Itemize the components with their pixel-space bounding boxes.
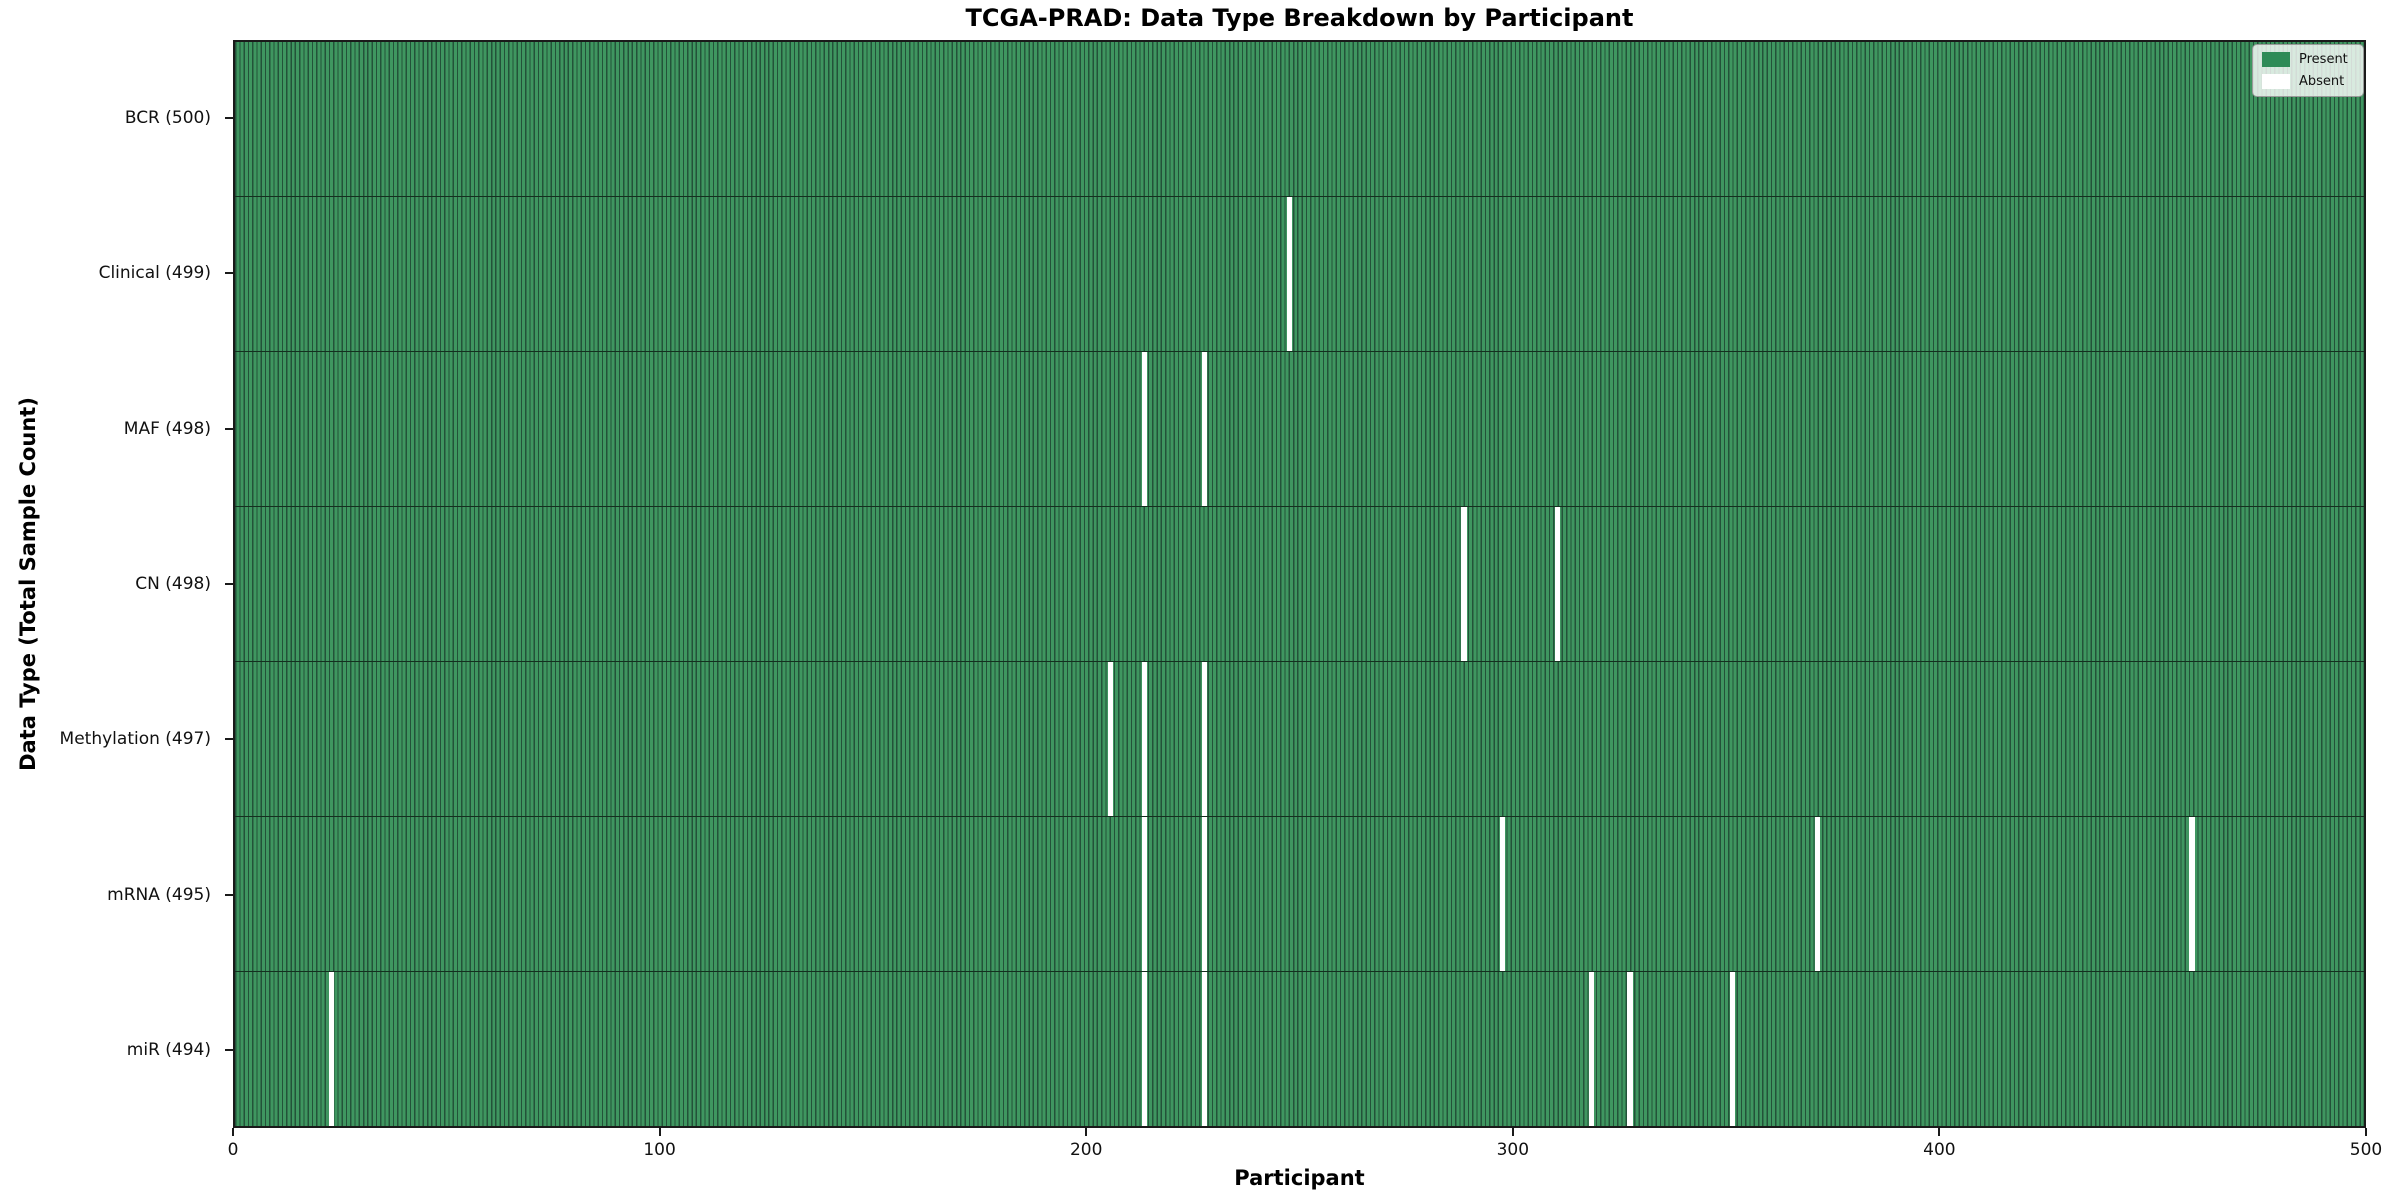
- x-tick-label: 300: [1496, 1140, 1530, 1160]
- y-tick-label: Methylation (497): [59, 729, 211, 750]
- y-tick-label: BCR (500): [124, 107, 211, 128]
- y-tick-label: miR (494): [126, 1040, 211, 1061]
- x-tick-mark: [658, 1128, 661, 1136]
- absent-gap: [1141, 352, 1148, 506]
- absent-gap: [1286, 197, 1292, 351]
- x-tick-mark: [2365, 1128, 2367, 1136]
- y-tick-mark: [225, 272, 233, 275]
- x-tick-label: 200: [1069, 1140, 1103, 1160]
- absent-gap: [1201, 972, 1207, 1126]
- absent-gap: [2189, 817, 2195, 971]
- data-row-cn: [235, 506, 2364, 661]
- x-tick-label: 100: [643, 1140, 676, 1160]
- absent-gap: [1201, 662, 1207, 816]
- chart-title: TCGA-PRAD: Data Type Breakdown by Partic…: [965, 4, 1634, 32]
- x-tick-label: 500: [2349, 1140, 2383, 1160]
- y-tick-mark: [225, 738, 233, 741]
- plot-area: [233, 40, 2366, 1128]
- absent-gap: [1201, 352, 1207, 506]
- legend-label: Present: [2299, 52, 2348, 67]
- y-tick-label: mRNA (495): [107, 884, 211, 905]
- absent-gap: [1499, 817, 1505, 971]
- y-tick-mark: [225, 116, 233, 119]
- absent-gap: [1107, 662, 1114, 816]
- data-row-mir: [235, 971, 2364, 1126]
- absent-gap: [1554, 507, 1561, 661]
- data-row-mrna: [235, 816, 2364, 971]
- x-axis-label: Participant: [1234, 1166, 1365, 1190]
- absent-gap: [1461, 507, 1467, 661]
- absent-gap: [1201, 817, 1207, 971]
- x-tick-label: 0: [227, 1140, 239, 1160]
- x-tick-label: 400: [1923, 1140, 1956, 1160]
- x-tick-mark: [1511, 1128, 1514, 1136]
- data-row-bcr: [235, 42, 2364, 196]
- absent-gap: [1589, 972, 1595, 1126]
- legend-swatch-present: [2262, 52, 2290, 67]
- x-tick-mark: [1085, 1128, 1088, 1136]
- x-tick-mark: [232, 1128, 234, 1136]
- y-tick-mark: [225, 893, 233, 896]
- y-tick-mark: [225, 427, 233, 430]
- data-row-maf: [235, 351, 2364, 506]
- data-row-clinical: [235, 196, 2364, 351]
- absent-gap: [1141, 817, 1148, 971]
- y-tick-mark: [225, 1049, 233, 1052]
- y-tick-label: CN (498): [135, 574, 211, 594]
- y-tick-mark: [225, 583, 233, 585]
- y-tick-label: Clinical (499): [98, 263, 211, 284]
- legend-entry-present: Present: [2262, 52, 2354, 67]
- absent-gap: [1627, 972, 1633, 1126]
- y-tick-label: MAF (498): [123, 418, 211, 439]
- legend-entry-absent: Absent: [2262, 74, 2354, 89]
- absent-gap: [328, 972, 334, 1126]
- absent-gap: [1141, 972, 1148, 1126]
- legend: Present Absent: [2252, 44, 2364, 97]
- absent-gap: [1814, 817, 1820, 971]
- absent-gap: [1141, 662, 1148, 816]
- legend-label: Absent: [2299, 74, 2345, 89]
- absent-gap: [1729, 972, 1735, 1126]
- heatmap-rows: [235, 42, 2364, 1126]
- data-row-methylation: [235, 661, 2364, 816]
- legend-swatch-absent: [2262, 74, 2290, 89]
- x-tick-mark: [1938, 1128, 1941, 1136]
